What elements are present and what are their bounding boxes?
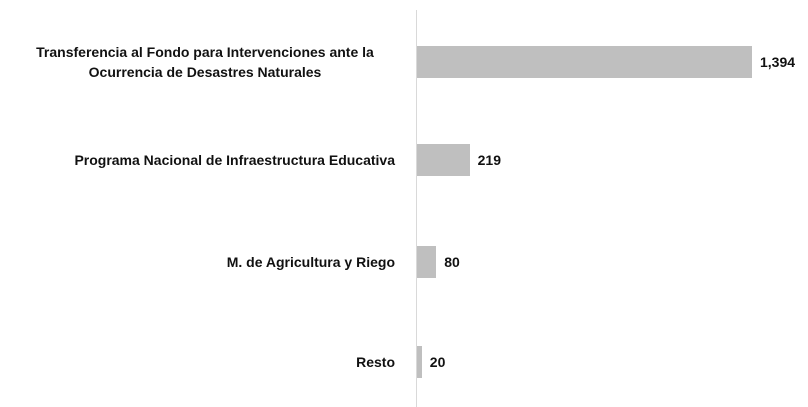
bar <box>417 246 437 278</box>
data-label: 219 <box>477 152 501 168</box>
bar <box>417 46 752 78</box>
data-label: 1,394 <box>760 54 796 70</box>
category-label-box: Programa Nacional de Infraestructura Edu… <box>15 130 395 190</box>
y-tick-label: Transferencia al Fondo para Intervencion… <box>36 44 374 80</box>
category-label-box: Transferencia al Fondo para Intervencion… <box>15 32 395 92</box>
category-label-box: Resto <box>15 332 395 392</box>
y-tick-label: M. de Agricultura y Riego <box>226 254 395 270</box>
bar <box>417 144 470 176</box>
y-tick-label: Resto <box>356 354 395 370</box>
axis-line <box>416 10 417 407</box>
data-label: 80 <box>444 254 460 270</box>
category-label-box: M. de Agricultura y Riego <box>15 232 395 292</box>
bar <box>417 346 422 378</box>
data-label: 20 <box>429 354 446 370</box>
y-tick-label: Programa Nacional de Infraestructura Edu… <box>74 152 395 168</box>
